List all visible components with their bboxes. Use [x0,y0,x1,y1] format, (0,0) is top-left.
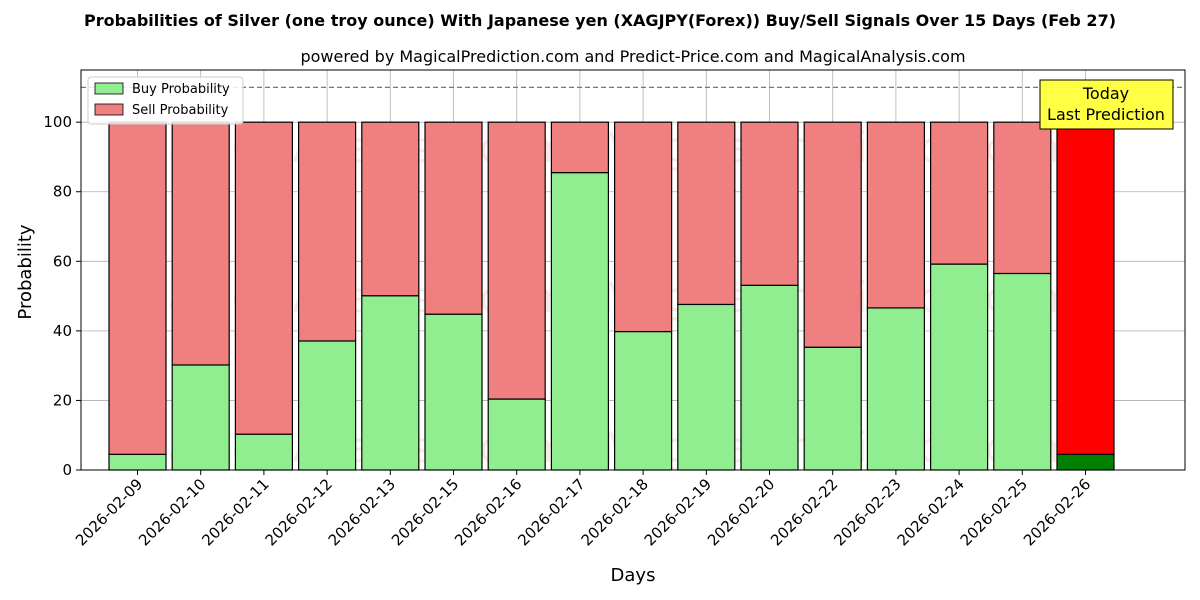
bar-sell [424,121,483,315]
bar-buy [866,307,926,471]
bar-buy [424,313,483,471]
bar-sell [677,121,736,306]
bars [108,121,1115,471]
legend-label-buy: Buy Probability [132,82,230,97]
today-callout: Today Last Prediction [1039,79,1174,130]
y-tick-label: 60 [53,252,72,270]
x-tick-label: 2026-02-09 [72,475,146,549]
x-tick-label: 2026-02-13 [325,475,399,549]
y-tick-label: 20 [53,391,72,409]
y-tick-label: 80 [53,183,72,201]
bar-sell [803,121,862,348]
callout-box [1039,79,1174,130]
x-tick-label: 2026-02-22 [767,475,841,549]
bar-sell [993,121,1052,275]
bar-sell [866,121,926,309]
bar-sell [171,121,230,366]
x-tick-label: 2026-02-16 [451,475,525,549]
x-tick-label: 2026-02-23 [830,475,904,549]
bar-buy [803,346,862,471]
bar-buy [550,172,610,471]
bar-sell [1056,121,1115,455]
bar-buy [108,453,167,471]
x-tick-label: 2026-02-19 [641,475,715,549]
y-tick-label: 40 [53,322,72,340]
bar-buy [1056,453,1115,471]
legend-swatch-buy [94,82,124,95]
bar-buy [677,303,736,471]
bar-buy [929,263,989,471]
plot-frame [80,69,1186,471]
bar-buy [298,340,357,471]
bar-sell [234,121,293,435]
bar-sell [740,121,799,286]
bar-buy [361,295,420,471]
bar-sell [298,121,357,342]
bar-buy [740,284,799,471]
x-tick-label: 2026-02-11 [198,475,272,549]
bar-sell [613,121,673,333]
callout-line-2: Last Prediction [1047,105,1165,124]
y-tick-label: 100 [43,113,72,131]
y-axis-label: Probability [15,224,36,319]
bar-sell [487,121,546,400]
bar-sell [361,121,420,297]
bar-sell [550,121,610,174]
chart-title: Probabilities of Silver (one troy ounce)… [84,11,1116,30]
x-tick-label: 2026-02-12 [262,475,336,549]
bar-buy [234,433,293,471]
legend: Buy Probability Sell Probability [87,76,244,125]
legend-label-sell: Sell Probability [132,103,229,118]
x-tick-label: 2026-02-10 [135,475,209,549]
chart-subtitle: powered by MagicalPrediction.com and Pre… [300,47,965,66]
x-tick-label: 2026-02-17 [514,475,588,549]
legend-swatch-sell [94,103,124,116]
bar-buy [993,272,1052,471]
x-tick-label: 2026-02-25 [957,475,1031,549]
bar-sell [929,121,989,265]
x-axis-label: Days [611,565,656,586]
bar-buy [171,364,230,471]
x-tick-label: 2026-02-24 [894,475,968,549]
x-tick-label: 2026-02-18 [578,475,652,549]
bar-buy [613,330,673,471]
x-tick-label: 2026-02-15 [388,475,462,549]
legend-frame [87,76,244,125]
y-tick-label: 0 [62,461,72,479]
x-tick-label: 2026-02-26 [1020,475,1094,549]
callout-line-1: Today [1082,84,1129,103]
bar-buy [487,398,546,471]
x-tick-label: 2026-02-20 [704,475,778,549]
bar-sell [108,121,167,455]
